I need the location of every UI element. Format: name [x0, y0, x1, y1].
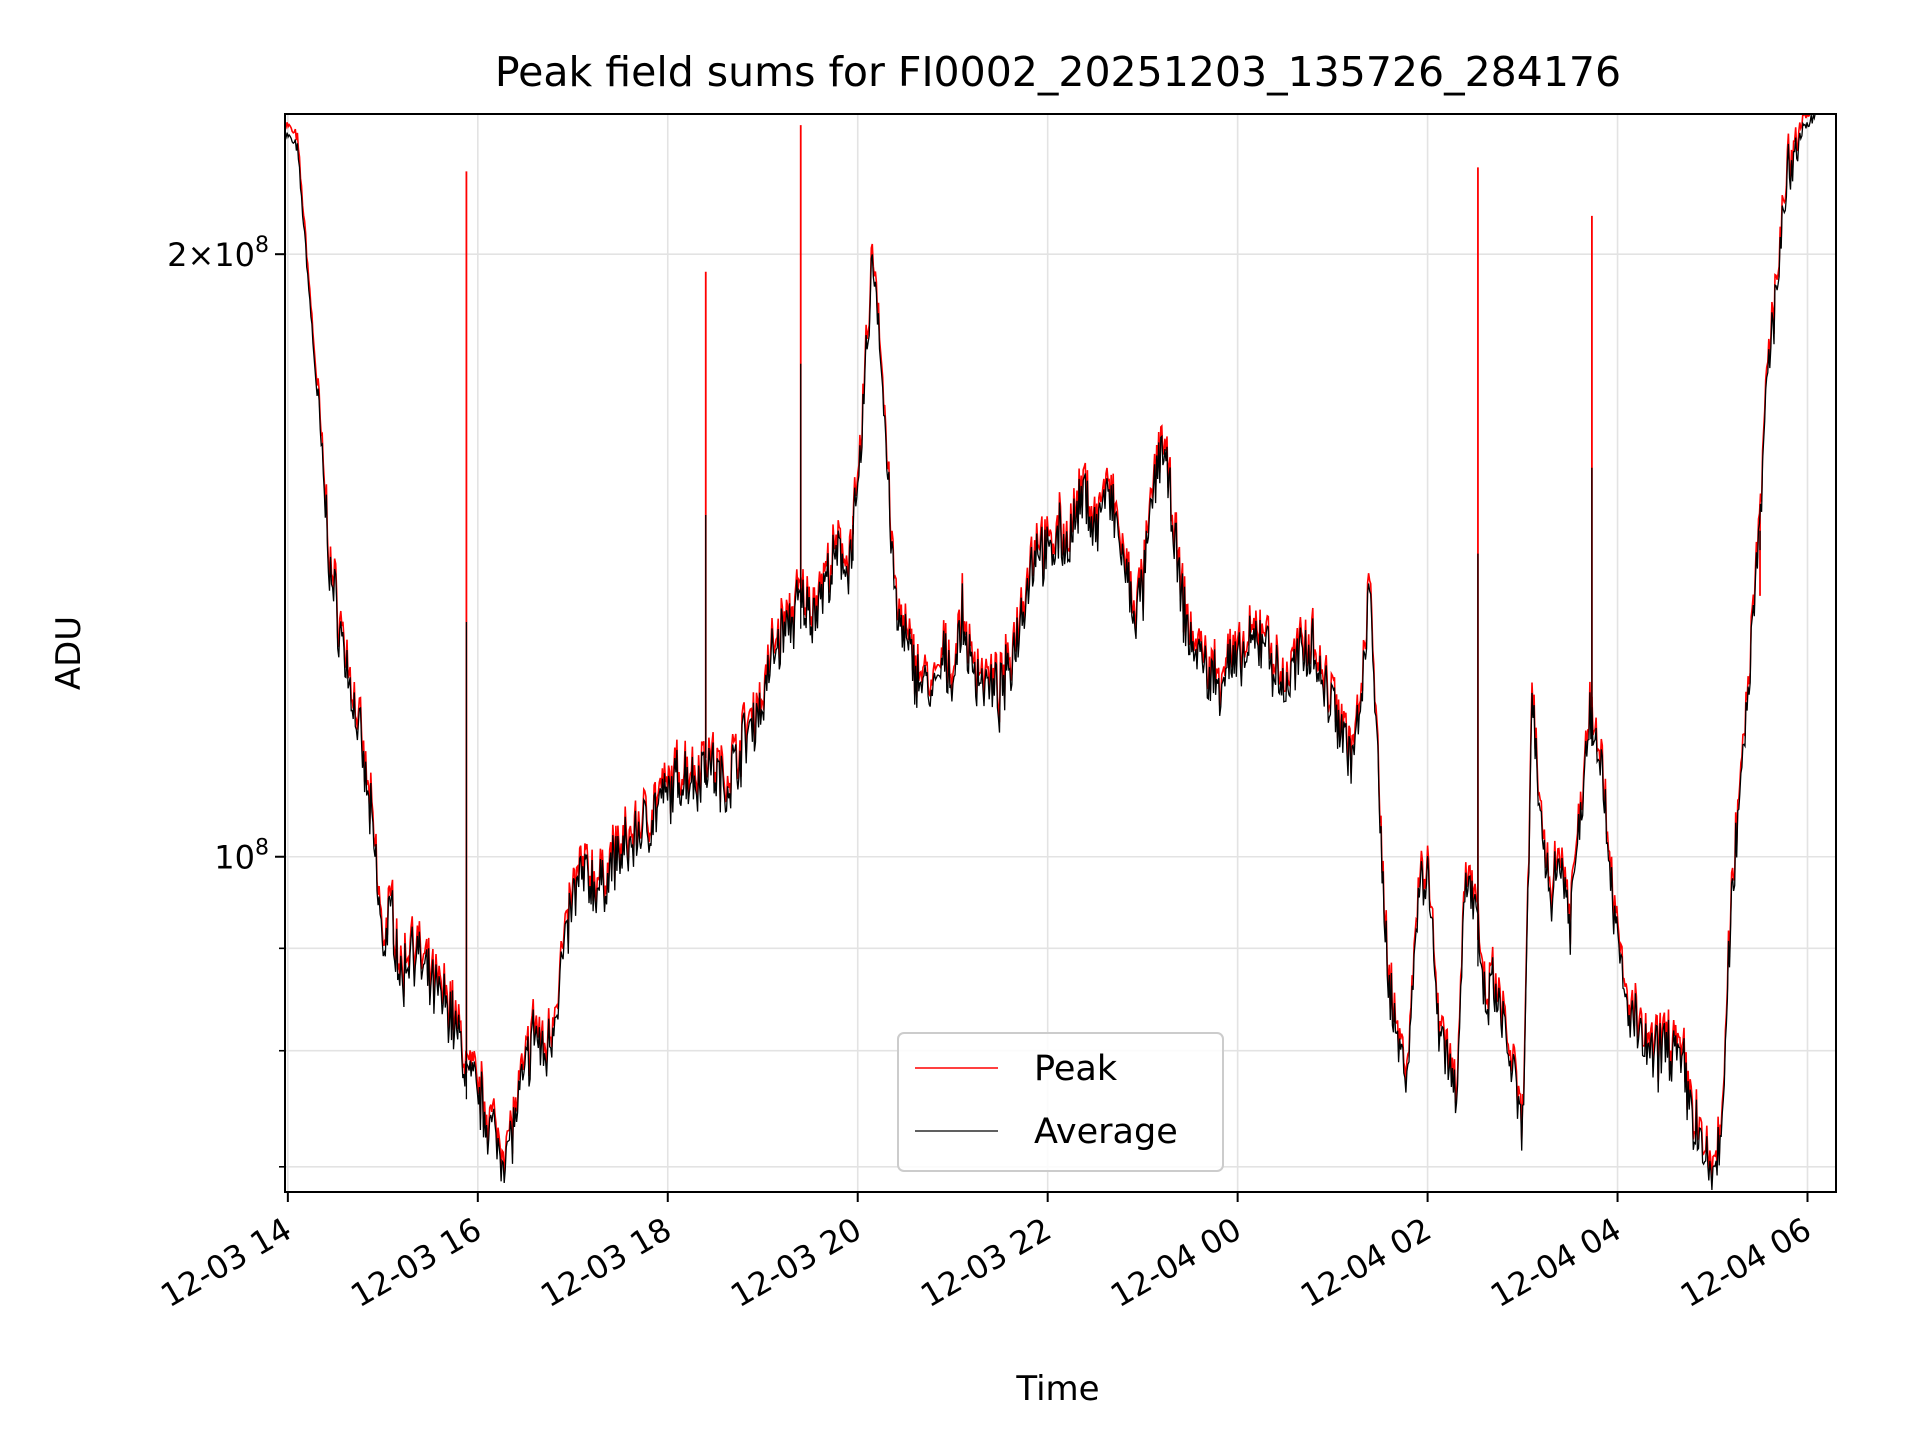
x-tick-label: 12-03 14: [154, 1210, 298, 1315]
x-tick-label: 12-03 16: [344, 1210, 488, 1315]
series-line-peak: [285, 114, 1811, 1180]
y-axis-label: ADU: [49, 616, 89, 690]
y-axis-ticks: 108 2×108: [167, 233, 285, 1168]
x-tick-label: 12-04 02: [1294, 1210, 1438, 1315]
plot-frame: [284, 113, 1837, 1193]
x-axis-ticks: 12-03 14 12-03 16 12-03 18 12-03 20 12-03 22…: [154, 1192, 1818, 1315]
grid-lines: [285, 114, 1836, 1192]
legend-label-peak: Peak: [1034, 1049, 1118, 1089]
x-tick-label: 12-04 06: [1674, 1210, 1818, 1315]
chart-title: Peak field sums for FI0002_20251203_1357…: [495, 48, 1621, 96]
peak-spikes: [465, 125, 1761, 1100]
legend: Peak Average: [897, 1032, 1224, 1172]
y-tick-label: 108: [214, 836, 269, 877]
x-tick-label: 12-03 18: [534, 1210, 678, 1315]
x-tick-label: 12-03 20: [724, 1210, 868, 1315]
legend-label-average: Average: [1034, 1112, 1178, 1152]
y-tick-label: 2×108: [167, 233, 269, 274]
x-tick-label: 12-03 22: [914, 1210, 1058, 1315]
x-tick-label: 12-04 00: [1104, 1210, 1248, 1315]
x-axis-label: Time: [1015, 1369, 1099, 1409]
series-line-average: [285, 114, 1817, 1191]
x-tick-label: 12-04 04: [1484, 1210, 1628, 1315]
